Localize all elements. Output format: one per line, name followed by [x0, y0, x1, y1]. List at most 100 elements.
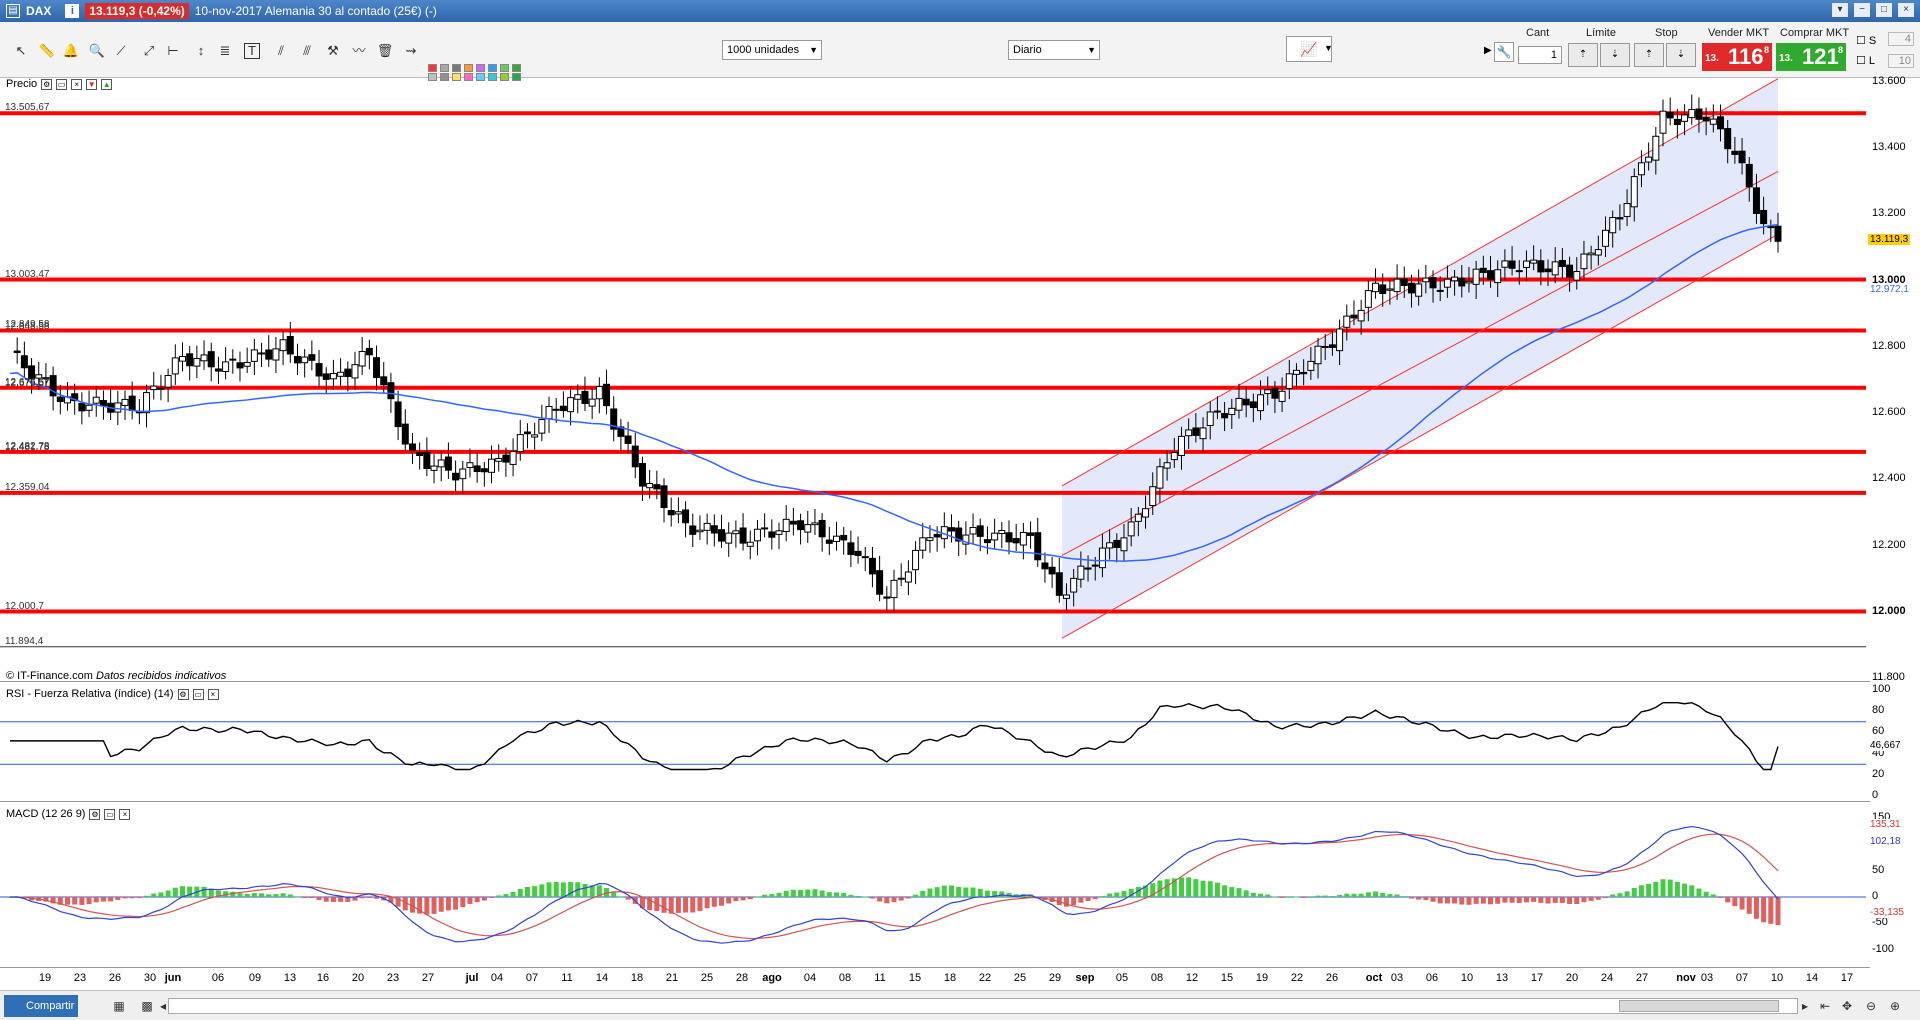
channel-icon[interactable]: ⫽ [278, 43, 284, 58]
sell-market-button[interactable]: 13. 116 8 [1702, 43, 1772, 71]
color-swatch[interactable] [488, 64, 497, 72]
buy-market-button[interactable]: 13. 121 8 [1776, 43, 1846, 71]
x-tick-label: 27 [421, 972, 435, 984]
print-icon[interactable]: ▦ [113, 999, 125, 1013]
scroll-right-icon[interactable]: ▸ [1801, 999, 1809, 1013]
info-icon[interactable]: i [65, 4, 80, 18]
price-panel[interactable] [0, 78, 1870, 682]
horizontal-scrollbar[interactable] [168, 998, 1798, 1014]
wrench-icon[interactable]: ⚙ [89, 808, 101, 820]
fibonacci-icon[interactable]: ≣ [219, 43, 231, 58]
window-icon[interactable]: ▭ [192, 688, 204, 700]
export-icon[interactable]: ▩ [141, 999, 153, 1013]
zoom-in-icon[interactable]: ⊕ [1889, 999, 1901, 1013]
pointer-icon[interactable]: ↖ [15, 43, 27, 58]
arrow-down-icon[interactable]: ▼ [86, 78, 98, 90]
color-swatch[interactable] [512, 64, 521, 72]
zoom-icon[interactable]: 🔍 [88, 43, 106, 58]
color-swatch[interactable] [428, 64, 437, 72]
text-tool-icon[interactable]: T [244, 43, 260, 59]
x-tick-label: 14 [1805, 972, 1819, 984]
color-swatch[interactable] [488, 73, 497, 81]
color-swatch[interactable] [464, 64, 473, 72]
level-label: 12.848,58 [5, 320, 50, 332]
color-swatch[interactable] [500, 73, 509, 81]
x-tick-label: 26 [108, 972, 122, 984]
color-swatch[interactable] [476, 73, 485, 81]
x-tick-label: 04 [803, 972, 817, 984]
fit-icon[interactable]: ⇤ [1819, 999, 1831, 1013]
stop-buy-button[interactable]: ⇡ [1634, 43, 1664, 67]
color-swatch[interactable] [452, 64, 461, 72]
rsi-panel[interactable] [0, 684, 1870, 802]
limit-buy-button[interactable]: ⇡ [1568, 43, 1598, 67]
trendline-icon[interactable]: ⟋ [116, 43, 126, 58]
ray-line-icon[interactable]: ⤢ [143, 43, 155, 58]
x-tick-label: 25 [700, 972, 714, 984]
pan-icon[interactable]: ✥ [1841, 999, 1853, 1013]
side-l-checkbox[interactable]: ☐ L [1856, 55, 1876, 67]
side-s-value[interactable]: 4 [1888, 32, 1914, 46]
zoom-out-icon[interactable]: ⊖ [1865, 999, 1877, 1013]
x-tick-label: 10 [1460, 972, 1474, 984]
x-tick-label: 10 [1770, 972, 1784, 984]
scrollbar-thumb[interactable] [1619, 1000, 1779, 1012]
chart-type-icon[interactable]: 📈 [1286, 36, 1332, 62]
close-button[interactable]: × [1898, 3, 1914, 17]
close-panel-icon[interactable]: × [119, 808, 131, 820]
price-change-badge: 13.119,3 (-0,42%) [85, 3, 189, 19]
color-swatch[interactable] [452, 73, 461, 81]
bell-icon[interactable]: 🔔 [62, 43, 80, 58]
limit-sell-button[interactable]: ⇣ [1600, 43, 1630, 67]
vender-label: Vender MKT [1708, 27, 1770, 39]
color-swatch[interactable] [440, 73, 449, 81]
maximize-button[interactable]: □ [1876, 3, 1892, 17]
macd-panel[interactable] [0, 804, 1870, 968]
wrench-icon[interactable]: 🔧 [1494, 42, 1514, 62]
comprar-label: Comprar MKT [1780, 27, 1850, 39]
vertical-line-icon[interactable]: ↕ [197, 43, 205, 58]
macd-panel-label: MACD (12 26 9) [6, 808, 86, 820]
rsi-y-axis: 100 80 60 40 20 0 46,667 [1866, 683, 1920, 802]
ma-value-tag: 12.972,1 [1868, 283, 1911, 295]
y-tick-label: 12.200 [1872, 538, 1906, 551]
rsi-tick-label: 20 [1872, 767, 1885, 780]
x-tick-label: jul [465, 972, 479, 984]
window-icon[interactable]: ▭ [56, 78, 68, 90]
trash-icon[interactable]: 🗑 [376, 43, 394, 58]
quantity-input[interactable]: 1 [1518, 46, 1562, 64]
window-menu-button[interactable]: ▾ [1832, 3, 1848, 17]
color-icon[interactable]: ⇝ [405, 43, 417, 58]
indicator-icon[interactable]: 〰 [352, 43, 366, 58]
stop-sell-button[interactable]: ⇣ [1666, 43, 1696, 67]
hammer-icon[interactable]: ⚒ [327, 43, 339, 58]
drawing-toolbar: ↖ 📏 🔔 🔍 ⟋ ⤢ ⊢ ↕ ≣ T ⫽ ⫻ ⚒ 〰 🗑 ⇝ 1000 uni… [0, 22, 1920, 81]
source-note-text: © IT-Finance.com [6, 670, 93, 682]
x-tick-label: 03 [1390, 972, 1404, 984]
ruler-icon[interactable]: 📏 [38, 43, 56, 58]
units-select[interactable]: 1000 unidades ▼ [722, 40, 822, 60]
close-panel-icon[interactable]: × [207, 688, 219, 700]
parallel-lines-icon[interactable]: ⫻ [303, 43, 311, 58]
period-select[interactable]: Diario ▼ [1008, 40, 1100, 60]
color-swatch[interactable] [440, 64, 449, 72]
wrench-icon[interactable]: ⚙ [177, 688, 189, 700]
color-swatch[interactable] [464, 73, 473, 81]
side-s-checkbox[interactable]: ☐ S [1856, 35, 1877, 47]
wrench-icon[interactable]: ⚙ [41, 78, 53, 90]
color-swatch[interactable] [476, 64, 485, 72]
minimize-button[interactable]: − [1854, 3, 1870, 17]
window-icon[interactable]: ▭ [104, 808, 116, 820]
color-swatch[interactable] [428, 73, 437, 81]
color-swatch[interactable] [500, 64, 509, 72]
arrow-up-icon[interactable]: ▲ [101, 78, 113, 90]
rsi-tick-label: 0 [1872, 789, 1879, 801]
chevron-down-icon[interactable]: ▼ [1324, 43, 1333, 53]
side-l-value[interactable]: 10 [1888, 54, 1914, 68]
close-panel-icon[interactable]: × [71, 78, 83, 90]
scroll-left-icon[interactable]: ◂ [159, 999, 167, 1013]
color-swatch[interactable] [512, 73, 521, 81]
expand-arrow-icon[interactable]: ▶ [1484, 45, 1492, 56]
share-button[interactable]: Compartir [4, 995, 78, 1017]
horizontal-line-icon[interactable]: ⊢ [167, 43, 179, 58]
